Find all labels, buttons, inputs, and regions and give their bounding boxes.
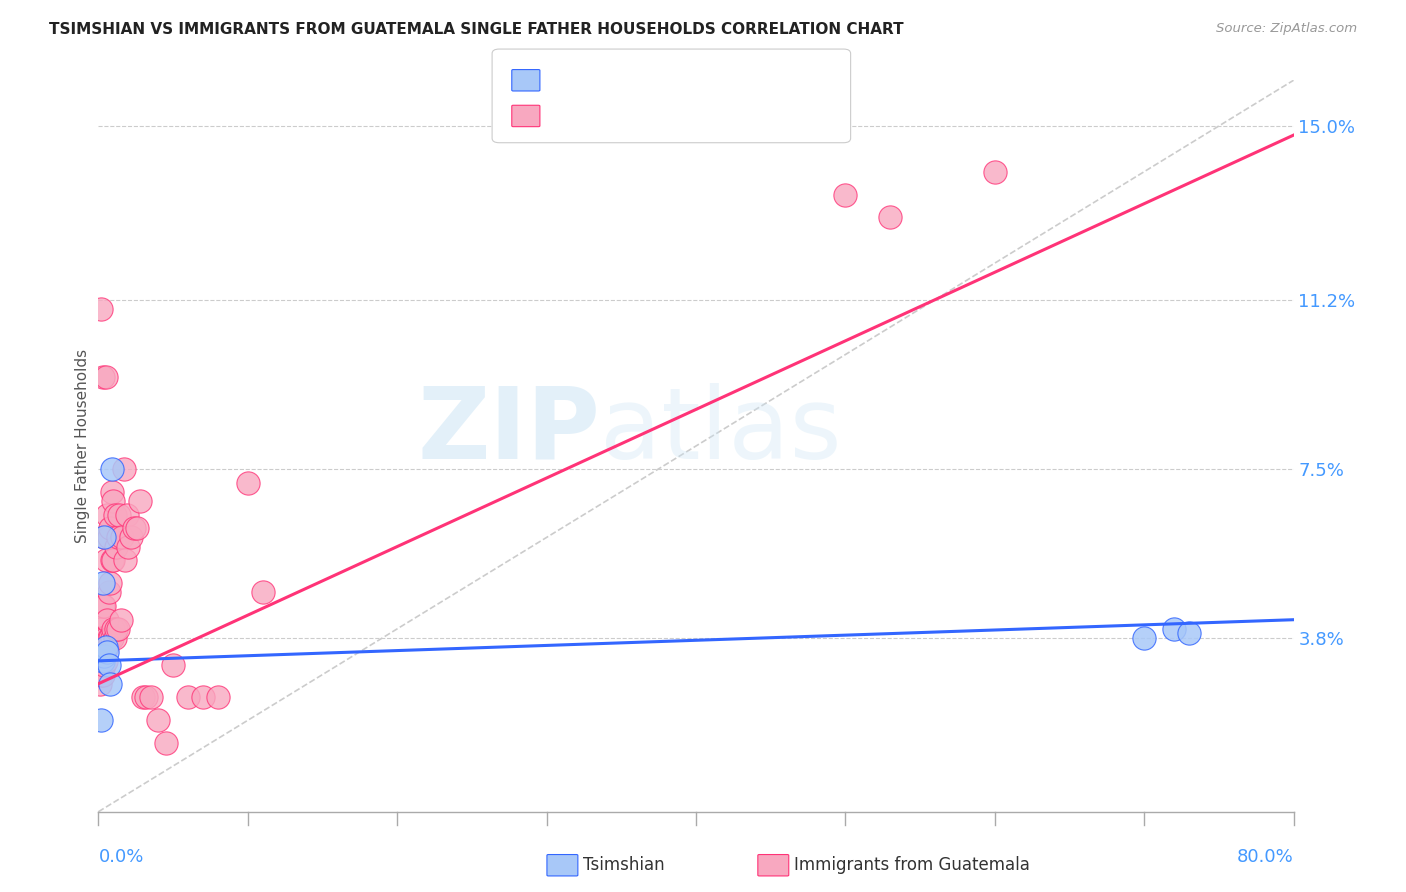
Text: 0.0%: 0.0% [98,848,143,866]
Point [103,494,125,508]
Text: atlas: atlas [600,383,842,480]
Point [90,622,112,636]
Point [110,613,132,627]
Point [94,370,117,384]
Point [91,654,114,668]
Point [103,553,125,567]
Point [207,690,229,705]
Point [129,494,152,508]
Point [139,690,162,705]
Point [89,631,111,645]
Point [1178,626,1201,640]
Point [162,658,184,673]
Point [96,640,118,655]
Point [89,676,111,690]
Point [97,631,120,645]
Point [91,631,114,645]
Point [111,530,134,544]
Point [91,370,114,384]
Point [96,645,118,659]
Point [90,667,112,681]
Point [93,658,115,673]
Point [834,187,856,202]
Point [112,462,135,476]
Point [96,613,118,627]
Text: ZIP: ZIP [418,383,600,480]
Point [148,714,170,728]
Point [155,736,177,750]
Point [93,599,115,613]
Text: N = 14: N = 14 [717,71,785,89]
Point [879,211,901,225]
Point [104,631,127,645]
Point [89,654,111,668]
Point [90,645,112,659]
Point [97,585,120,599]
Text: TSIMSHIAN VS IMMIGRANTS FROM GUATEMALA SINGLE FATHER HOUSEHOLDS CORRELATION CHAR: TSIMSHIAN VS IMMIGRANTS FROM GUATEMALA S… [49,22,904,37]
Point [104,508,127,522]
Text: Source: ZipAtlas.com: Source: ZipAtlas.com [1216,22,1357,36]
Point [105,540,128,554]
Text: R = 0.623: R = 0.623 [547,107,637,125]
Point [94,640,117,655]
Point [90,301,112,316]
Point [101,631,124,645]
Point [94,654,117,668]
Point [124,521,146,535]
Point [97,658,120,673]
Point [93,631,115,645]
Point [984,164,1007,178]
Text: Immigrants from Guatemala: Immigrants from Guatemala [794,856,1031,874]
Point [97,530,120,544]
Point [115,508,138,522]
Point [101,553,124,567]
Point [105,622,128,636]
Point [98,676,122,690]
Point [89,649,111,664]
Point [1163,622,1185,636]
Point [135,690,157,705]
Point [120,530,142,544]
Point [1133,631,1156,645]
Point [101,462,124,476]
Point [236,475,259,490]
Point [108,508,131,522]
Point [98,521,122,535]
Point [93,649,115,664]
Point [98,631,122,645]
Point [90,714,112,728]
Point [177,690,200,705]
Point [101,484,124,499]
Point [117,540,139,554]
Text: 80.0%: 80.0% [1237,848,1294,866]
Point [91,667,114,681]
Point [94,553,117,567]
Point [94,631,117,645]
Point [127,521,149,535]
Point [191,690,214,705]
Point [91,576,114,591]
Point [93,530,115,544]
Point [252,585,274,599]
Point [103,622,125,636]
Point [107,530,129,544]
Point [98,576,122,591]
Text: N = 65: N = 65 [717,107,785,125]
Point [91,599,114,613]
Point [93,530,115,544]
Text: R = 0.143: R = 0.143 [547,71,637,89]
Text: Tsimshian: Tsimshian [583,856,665,874]
Point [114,553,136,567]
Point [132,690,155,705]
Point [107,622,129,636]
Y-axis label: Single Father Households: Single Father Households [75,349,90,543]
Point [96,508,118,522]
